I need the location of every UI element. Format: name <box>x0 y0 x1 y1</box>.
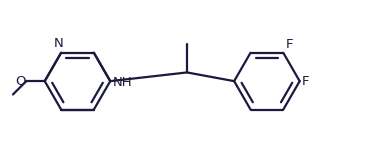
Text: NH: NH <box>112 76 132 89</box>
Text: N: N <box>54 37 64 50</box>
Text: O: O <box>15 75 25 88</box>
Text: F: F <box>302 75 309 88</box>
Text: F: F <box>285 38 293 51</box>
